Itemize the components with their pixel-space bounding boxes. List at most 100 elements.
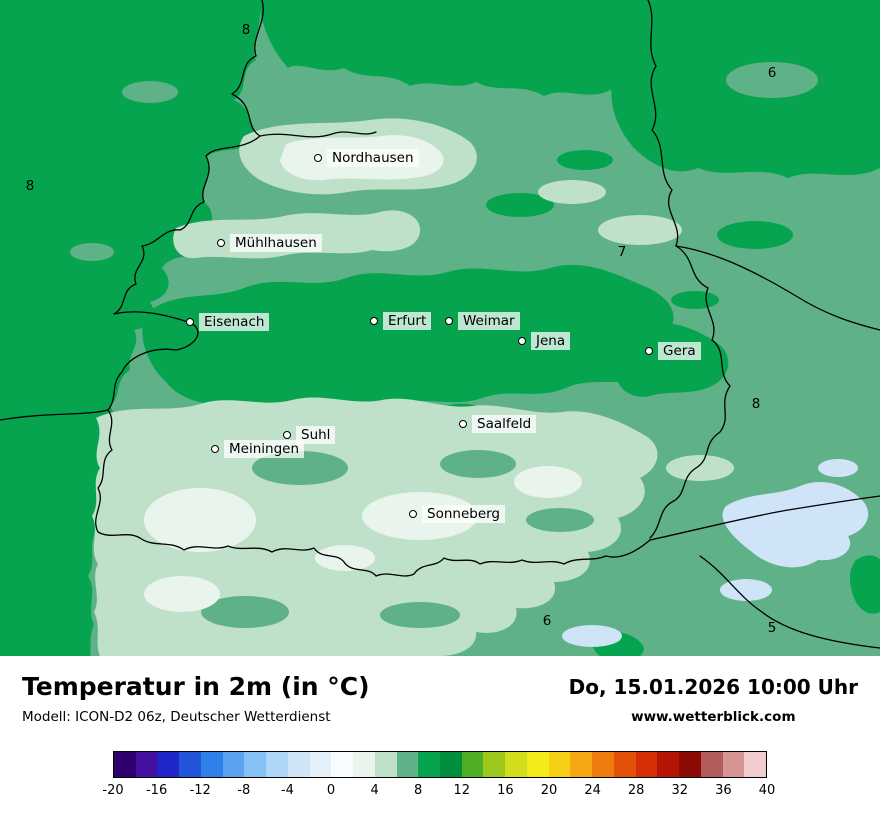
temp-value-label: 6 [767,65,777,81]
scale-tick-label: 40 [758,783,776,798]
city-marker-saalfeld: Saalfeld [459,415,537,433]
scale-segment [135,752,158,777]
city-dot [314,154,322,162]
scale-segment [679,752,701,777]
scale-segment [266,752,288,777]
scale-tick-label: 32 [671,783,689,798]
color-scale: -20 -16 -12 -8 -4 0 4 8 12 16 20 24 28 32 36 40 [102,751,775,801]
scale-segment [157,752,180,777]
scale-tick-label: -16 [145,783,168,798]
city-label: Erfurt [383,312,432,330]
city-label: Nordhausen [327,149,419,167]
temp-value-label: 7 [617,244,627,260]
city-marker-nordhausen: Nordhausen [314,149,419,167]
city-label: Mühlhausen [230,234,322,252]
scale-segment [700,752,723,777]
footer-left: Temperatur in 2m (in °C) Modell: ICON-D2… [22,672,370,725]
scale-tick-label: 16 [497,783,514,798]
city-dot [645,347,653,355]
city-label: Eisenach [199,313,270,331]
scale-tick-label: 28 [627,783,645,798]
city-dot [459,420,467,428]
border-spur-north [259,131,377,138]
city-dot [445,317,453,325]
scale-segment [374,752,397,777]
scale-segment [331,752,354,777]
city-marker-sonneberg: Sonneberg [409,505,506,523]
scale-segment [657,752,680,777]
city-dot [217,239,225,247]
scale-segment [635,752,658,777]
scale-segment [353,752,375,777]
scale-tick-label: -20 [102,783,124,798]
scale-segment [461,752,484,777]
city-marker-weimar: Weimar [445,312,520,330]
temp-value-label: 6 [542,613,552,629]
city-dot [518,337,526,345]
city-label: Weimar [458,312,520,330]
footer: Temperatur in 2m (in °C) Modell: ICON-D2… [0,656,880,830]
page-title: Temperatur in 2m (in °C) [22,672,370,701]
city-marker-meiningen: Meiningen [211,440,304,458]
border-east [647,0,731,539]
scale-tick-label: 20 [540,783,558,798]
scale-tick-label: -4 [280,783,294,798]
city-dot [283,431,291,439]
city-label: Saalfeld [472,415,537,433]
model-info: Modell: ICON-D2 06z, Deutscher Wetterdie… [22,709,331,725]
border-spur-west [0,409,109,421]
scale-segment [483,752,506,777]
scale-segment [114,752,136,777]
forecast-datetime: Do, 15.01.2026 10:00 Uhr [568,675,858,699]
scale-segment [287,752,310,777]
city-dot [186,318,194,326]
temp-value-label: 8 [241,22,251,38]
scale-segment [244,752,267,777]
scale-segment [744,752,767,777]
scale-tick-label: 4 [370,783,379,798]
scale-tick-label: 12 [453,783,471,798]
city-dot [409,510,417,518]
city-marker-mhlhausen: Mühlhausen [217,234,322,252]
city-label: Sonneberg [422,505,506,523]
border-bottom-right [699,555,880,649]
city-label: Meiningen [224,440,304,458]
scale-segment [526,752,549,777]
city-marker-erfurt: Erfurt [370,312,432,330]
city-label: Suhl [296,426,336,444]
scale-segment [722,752,745,777]
city-dot [370,317,378,325]
scale-segment [179,752,201,777]
temp-value-label: 8 [25,178,35,194]
scale-tick-label: -8 [237,783,251,798]
border-spur-east [675,245,880,331]
scale-segment [418,752,441,777]
scale-segment [200,752,223,777]
city-marker-eisenach: Eisenach [186,313,270,331]
scale-tick-label: 0 [326,783,336,798]
scale-segment [222,752,245,777]
border-southeast [649,495,880,541]
scale-segment [440,752,462,777]
scale-tick-label: 24 [584,783,601,798]
city-dot [211,445,219,453]
temp-value-label: 5 [767,620,777,636]
scale-segments [113,751,767,778]
city-marker-suhl: Suhl [283,426,336,444]
border-west [95,0,651,577]
temperature-map: Nordhausen Mühlhausen Eisenach Erfurt Weimar… [0,0,880,656]
scale-segment [396,752,419,777]
scale-tick-label: -12 [189,783,211,798]
map-graphic [0,0,880,656]
scale-segment [570,752,593,777]
scale-segment [548,752,571,777]
footer-right: Do, 15.01.2026 10:00 Uhr www.wetterblick… [569,672,858,725]
scale-tick-label: 8 [414,783,423,798]
scale-segment [592,752,614,777]
website-label: www.wetterblick.com [631,709,796,725]
scale-segment [613,752,636,777]
temp-value-label: 8 [751,396,761,412]
scale-segment [309,752,332,777]
city-label: Jena [531,332,571,350]
scale-segment [505,752,527,777]
